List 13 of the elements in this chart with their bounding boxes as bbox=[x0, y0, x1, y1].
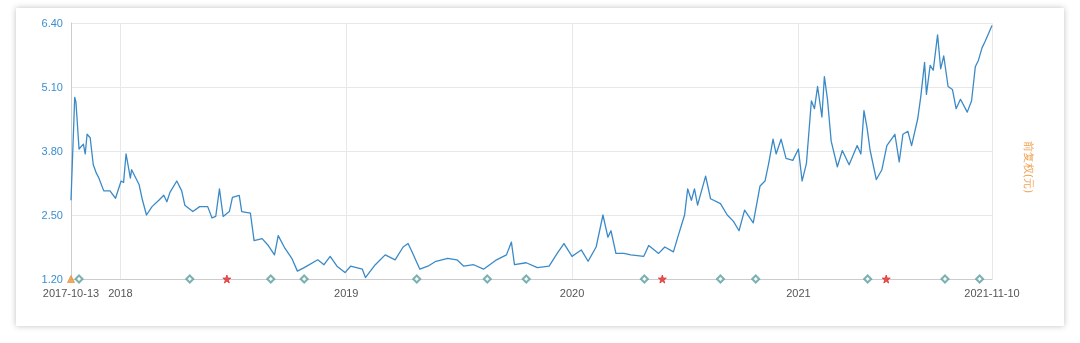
y-tick-label: 2.50 bbox=[41, 209, 63, 221]
x-tick-label: 2019 bbox=[334, 286, 359, 299]
x-tick-label: 2021 bbox=[786, 286, 811, 299]
x-tick-label: 2020 bbox=[559, 286, 585, 299]
y-tick-label: 1.20 bbox=[41, 273, 63, 285]
x-tick-label: 2021-11-10 bbox=[964, 286, 1020, 299]
x-tick-label: 2018 bbox=[108, 286, 133, 299]
line-series bbox=[70, 24, 993, 279]
y-tick-label: 6.40 bbox=[41, 17, 63, 29]
x-tick-label: 2017-10-13 bbox=[42, 286, 100, 299]
y-tick-label: 5.10 bbox=[41, 81, 63, 93]
y-tick-label: 3.80 bbox=[41, 145, 63, 157]
y-axis-title: 前复权(元) bbox=[1022, 140, 1035, 194]
